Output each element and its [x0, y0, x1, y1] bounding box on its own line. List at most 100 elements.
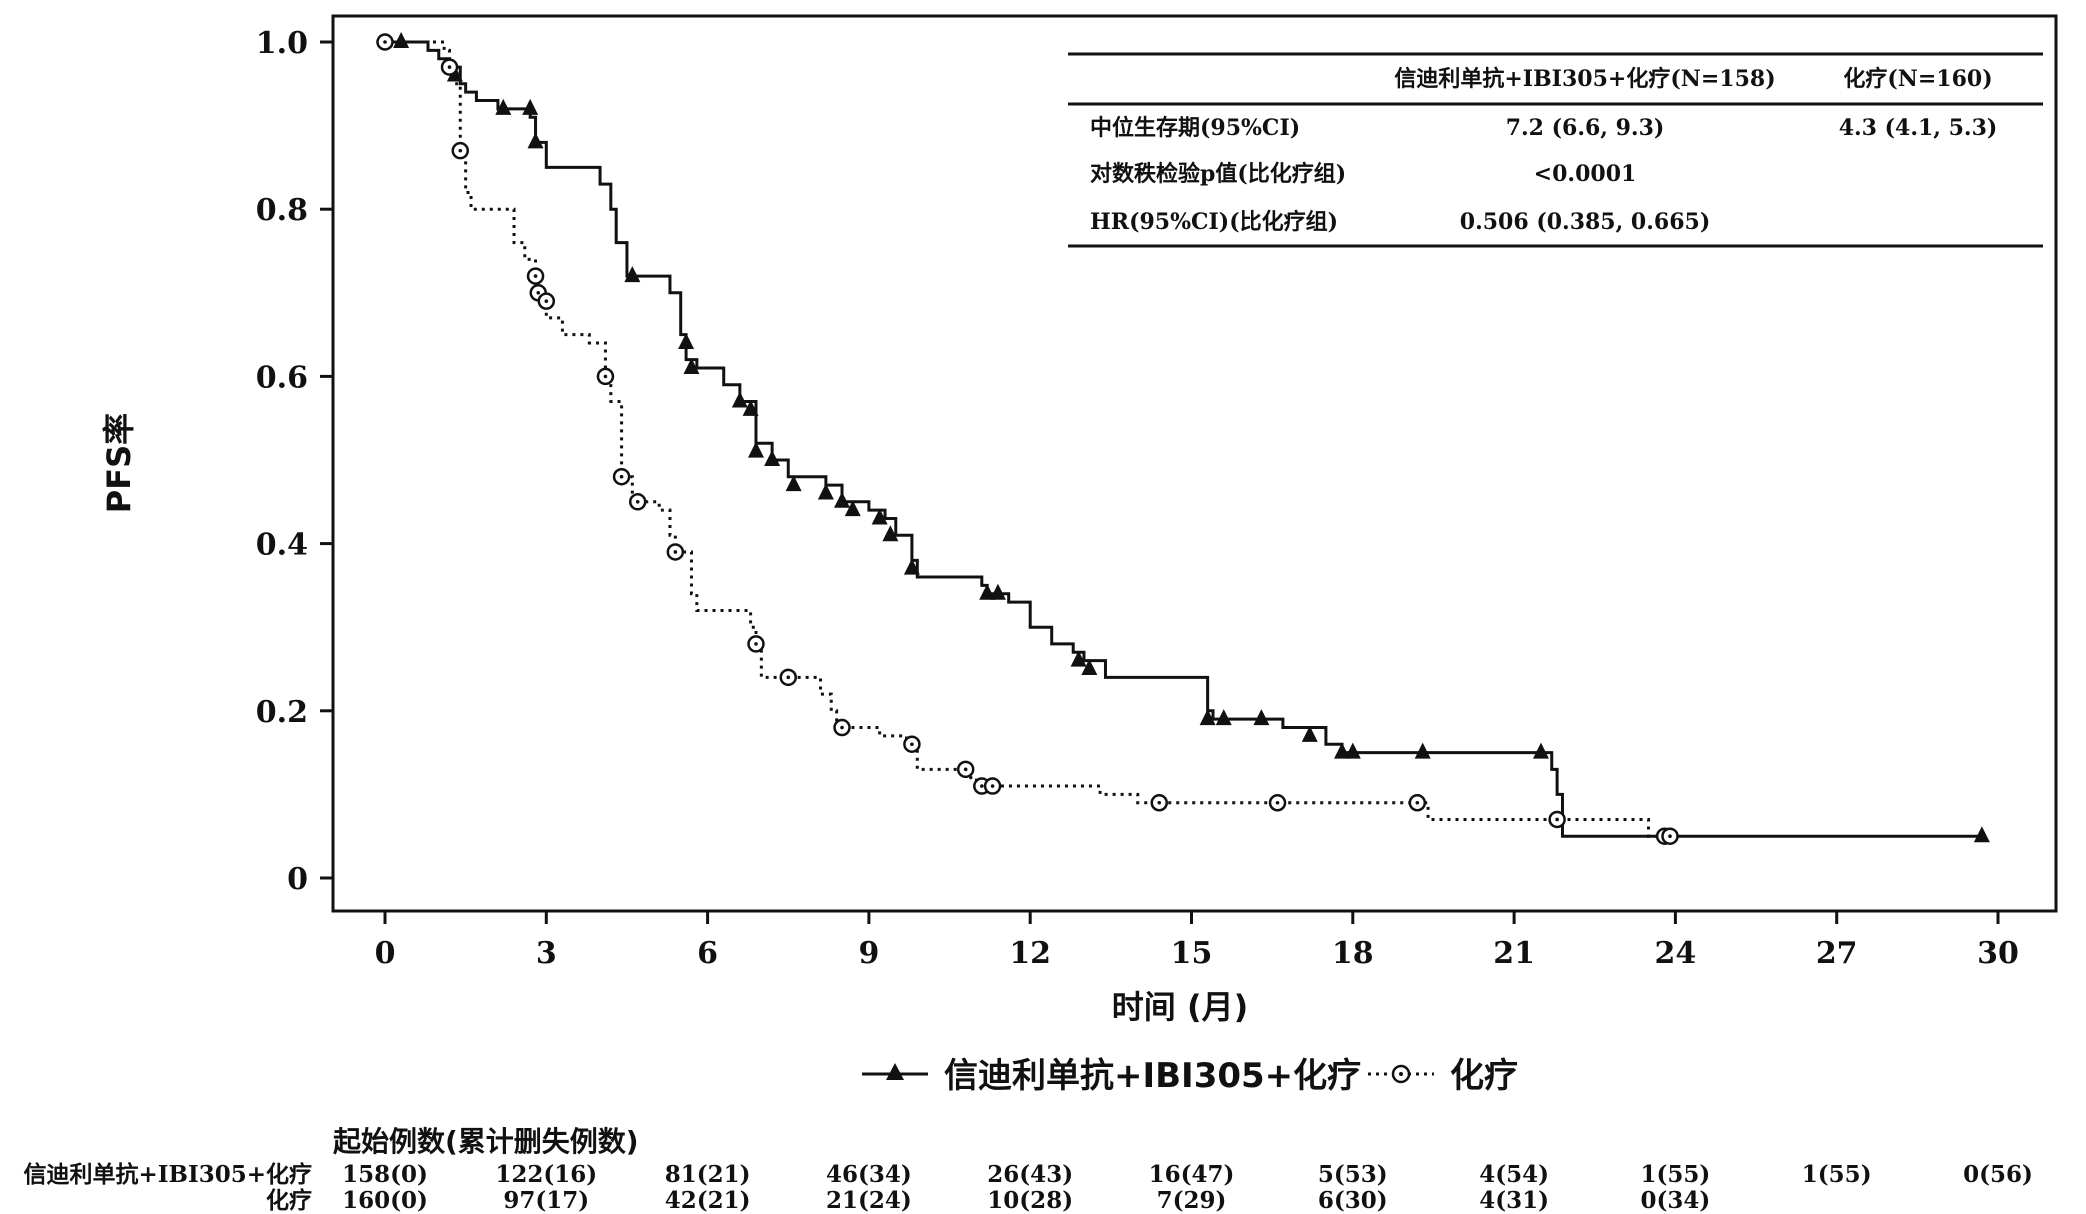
censor-triangle-marker	[1253, 709, 1270, 726]
stats-cell: 0.506 (0.385, 0.665)	[1460, 209, 1710, 235]
plot-frame	[331, 14, 2058, 913]
y-tick-label: 0.8	[256, 193, 308, 228]
risk-table-title: 起始例数(累计删失例数)	[333, 1125, 639, 1158]
y-tick-label: 0.6	[256, 360, 308, 395]
censor-triangle-marker	[785, 475, 802, 492]
risk-table-cell: 5(53)	[1318, 1161, 1388, 1188]
stats-header-chemo: 化疗(N=160)	[1843, 66, 1992, 92]
risk-table-cell: 1(55)	[1802, 1161, 1872, 1188]
x-tick-label: 15	[1171, 936, 1213, 971]
risk-table-cell: 158(0)	[342, 1161, 428, 1188]
y-tick-label: 1.0	[256, 26, 308, 61]
censor-circle-dot	[536, 291, 541, 295]
censor-triangle-marker	[1532, 742, 1549, 759]
x-tick-label: 18	[1332, 936, 1374, 971]
x-tick-label: 21	[1493, 936, 1535, 971]
censor-circle-dot	[603, 374, 608, 379]
legend-item-combo: 信迪利单抗+IBI305+化疗	[862, 1056, 1361, 1096]
censor-triangle-marker	[731, 391, 748, 408]
censor-circle-dot	[533, 274, 538, 278]
censor-circle-dot	[673, 550, 678, 554]
x-tick-label: 0	[375, 936, 396, 971]
x-tick-label: 6	[697, 936, 718, 971]
censor-circle-dot	[619, 474, 624, 479]
censor-triangle-marker	[1199, 709, 1216, 726]
censor-circle-dot	[963, 767, 968, 772]
y-tick-label: 0.2	[256, 695, 308, 730]
censor-triangle-marker	[1414, 742, 1431, 759]
censor-triangle-marker	[624, 266, 641, 283]
censor-triangle-marker	[817, 483, 834, 500]
risk-table-cell: 21(24)	[826, 1187, 912, 1214]
risk-table-cell: 16(47)	[1149, 1161, 1235, 1188]
x-tick-label: 30	[1977, 936, 2019, 971]
censor-circle-dot	[383, 40, 387, 44]
stats-row-label: 对数秩检验p值(比化疗组)	[1090, 161, 1346, 187]
legend-circle-dot	[1399, 1072, 1403, 1076]
censor-triangle-marker	[834, 491, 851, 508]
censor-triangle-marker	[393, 32, 410, 48]
censor-triangle-marker	[1301, 725, 1318, 742]
censor-circle-dot	[447, 65, 452, 69]
censor-circle-dot	[840, 725, 844, 730]
stats-cell: 4.3 (4.1, 5.3)	[1839, 115, 1998, 141]
x-axis-title: 时间 (月)	[1112, 988, 1248, 1026]
risk-table-cell: 4(31)	[1479, 1187, 1549, 1214]
censor-circle-dot	[980, 784, 984, 788]
risk-table-cell: 46(34)	[826, 1161, 912, 1188]
censor-triangle-marker	[1215, 709, 1232, 726]
censor-circle-dot	[1668, 834, 1672, 838]
risk-table-cell: 0(56)	[1963, 1161, 2033, 1188]
censor-triangle-marker	[527, 132, 544, 149]
risk-table-cell: 26(43)	[987, 1161, 1073, 1188]
censor-circle-dot	[1275, 800, 1280, 805]
series-combo	[385, 32, 1990, 843]
censor-circle-dot	[1415, 800, 1420, 805]
risk-table-cell: 0(34)	[1641, 1187, 1711, 1214]
censor-circle-dot	[786, 675, 791, 680]
censor-circle-dot	[635, 500, 640, 504]
stats-cell: <0.0001	[1534, 161, 1637, 187]
x-tick-label: 24	[1655, 936, 1697, 971]
x-tick-label: 3	[536, 936, 557, 971]
censor-triangle-marker	[989, 583, 1006, 600]
x-tick-label: 12	[1009, 936, 1051, 971]
legend-label-chemo: 化疗	[1450, 1056, 1518, 1096]
censor-circle-dot	[1555, 817, 1559, 822]
stats-row-label: 中位生存期(95%CI)	[1090, 115, 1300, 141]
y-tick-label: 0	[287, 862, 308, 897]
risk-table-cell: 10(28)	[987, 1187, 1073, 1214]
censor-triangle-marker	[1070, 650, 1087, 667]
legend-triangle-marker	[886, 1063, 904, 1080]
chemo-survival-curve	[385, 40, 1671, 838]
censor-triangle-marker	[1081, 659, 1098, 675]
legend-label-combo: 信迪利单抗+IBI305+化疗	[944, 1056, 1361, 1096]
x-axis: 0 3 6 9 12 15 18 21 24 27 30	[375, 911, 2019, 971]
censor-triangle-marker	[747, 441, 764, 458]
y-axis-title: PFS率	[100, 413, 138, 513]
censor-triangle-marker	[882, 525, 899, 542]
censor-circle-dot	[1157, 800, 1162, 805]
risk-table-cell: 160(0)	[342, 1187, 428, 1214]
censor-circle-dot	[544, 299, 549, 303]
censor-triangle-marker	[871, 508, 888, 525]
risk-row-label-combo: 信迪利单抗+IBI305+化疗	[23, 1161, 312, 1188]
y-tick-label: 0.4	[256, 528, 308, 563]
risk-table: 起始例数(累计删失例数) 信迪利单抗+IBI305+化疗 化疗 158(0) 12…	[23, 1125, 2032, 1214]
censor-circle-dot	[910, 742, 914, 747]
stats-row-label: HR(95%CI)(比化疗组)	[1090, 209, 1338, 235]
legend-item-chemo: 化疗	[1368, 1056, 1518, 1096]
risk-row-label-chemo: 化疗	[266, 1187, 312, 1214]
censor-triangle-marker	[678, 332, 695, 349]
stats-table: 信迪利单抗+IBI305+化疗(N=158) 化疗(N=160) 中位生存期(9…	[1068, 52, 2043, 248]
censor-triangle-marker	[1973, 826, 1990, 843]
censor-triangle-marker	[522, 98, 539, 115]
x-tick-label: 9	[858, 936, 879, 971]
x-tick-label: 27	[1816, 936, 1858, 971]
risk-table-cell: 7(29)	[1157, 1187, 1227, 1214]
stats-header-combo: 信迪利单抗+IBI305+化疗(N=158)	[1394, 66, 1775, 92]
legend: 信迪利单抗+IBI305+化疗 化疗	[862, 1056, 1518, 1096]
censor-triangle-marker	[683, 358, 700, 375]
censor-circle-dot	[990, 784, 995, 788]
